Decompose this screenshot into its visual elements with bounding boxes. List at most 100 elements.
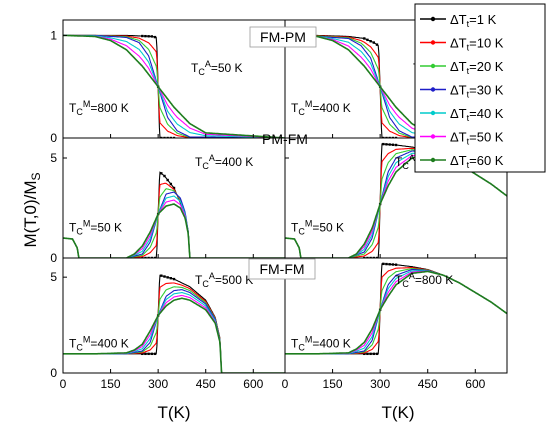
series-line-50K [63,199,285,258]
series-marker [372,41,375,44]
series-line-50K [63,294,285,373]
svg-text:FM-FM: FM-FM [259,261,304,277]
series-line-50K [63,34,285,138]
series-marker [163,136,166,138]
series-marker [366,256,369,258]
legend-marker [430,16,436,22]
series-marker [385,262,388,266]
x-tick-label: 0 [282,377,289,391]
tcm-label: TCM=800 K [69,99,129,117]
series-line-60K [63,203,285,258]
series-line-40K [63,195,285,258]
series-line-1K [63,274,285,373]
svg-text:FM-PM: FM-PM [260,29,306,45]
x-tick-label: 600 [465,377,485,391]
series-group [63,34,285,138]
series-group [63,171,285,258]
series-marker [385,136,388,138]
series-marker [394,263,398,266]
series-marker [150,35,153,38]
legend-label: ΔTt=20 K [450,59,504,76]
series-marker [388,136,391,138]
tca-label: TCA=50 K [191,59,243,77]
series-marker [153,35,157,39]
series-marker [147,256,150,258]
row-label-fm-pm: FM-PM [249,26,317,48]
legend-label: ΔTt=50 K [450,130,504,147]
series-marker [153,256,157,258]
plot-frame [284,257,508,374]
series-marker [172,136,176,138]
y-tick-label: 0 [50,131,57,145]
series-marker [375,352,379,356]
series-line-30K [63,34,285,138]
series-marker [369,256,372,258]
legend: ΔTt=1 K ΔTt=10 K ΔTt=20 K ΔTt=30 K ΔTt=40 K Δ… [414,3,546,173]
legend-marker [430,157,436,163]
x-tick-label: 150 [323,377,343,391]
series-line-60K [63,34,285,138]
legend-marker [430,63,436,69]
series-line-10K [63,282,285,373]
x-tick-label: 450 [418,377,438,391]
series-line-40K [63,292,285,373]
series-marker [382,136,385,138]
series-line-1K [63,34,285,138]
series-marker [141,352,144,356]
panel-r1-c0: 0 5 TCM=50 K TCA=400 K [50,137,286,265]
panel-r2-c1: 0 150 300 450 600 TCM=400 K TCA=800 K [282,257,508,391]
series-line-40K [63,34,285,138]
series-marker [394,143,398,147]
series-line-30K [63,191,285,258]
x-tick-label: 600 [243,377,263,391]
series-line-10K [63,182,285,258]
y-tick-label: 5 [50,270,57,284]
x-tick-label: 150 [101,377,121,391]
series-marker [391,143,395,146]
series-marker [363,37,366,40]
series-marker [366,38,369,42]
legend-marker [430,40,436,45]
series-marker [153,352,157,356]
series-marker [160,274,163,277]
tcm-label: TCM=400 K [291,335,351,353]
x-tick-label: 300 [370,377,390,391]
tcm-label: TCM=50 K [291,219,344,237]
series-marker [150,352,153,356]
series-line-30K [63,289,285,373]
series-line-1K [63,171,285,258]
series-marker [375,256,379,258]
legend-marker [430,110,436,116]
series-marker [391,136,395,138]
y-axis-label: M(T,0)/MS [21,172,43,247]
tca-label: TCA=500 K [195,271,253,289]
series-marker [363,352,366,356]
series-marker [166,136,169,138]
tca-label: TCA=800 K [395,271,453,289]
series-marker [375,43,379,46]
y-tick-label: 5 [50,151,57,165]
series-line-60K [285,270,507,355]
x-tick-label: 0 [60,377,67,391]
legend-label: ΔTt=40 K [450,106,504,123]
x-tick-label: 450 [196,377,216,391]
series-marker [150,256,153,258]
series-marker [366,352,369,356]
row-label-pm-fm: PM-FM [262,131,308,147]
svg-text:PM-FM: PM-FM [262,131,308,147]
series-marker [141,256,144,258]
series-marker [144,352,147,356]
series-marker [385,143,388,146]
legend-label: ΔTt=60 K [450,153,504,170]
series-marker [166,276,169,279]
x-tick-label: 300 [148,377,168,391]
series-marker [172,186,176,190]
series-marker [363,256,366,258]
tcm-label: TCM=400 K [291,99,351,117]
series-marker [388,263,391,266]
legend-label: ΔTt=10 K [450,36,504,53]
legend-marker [430,87,436,92]
legend-marker [430,134,436,139]
